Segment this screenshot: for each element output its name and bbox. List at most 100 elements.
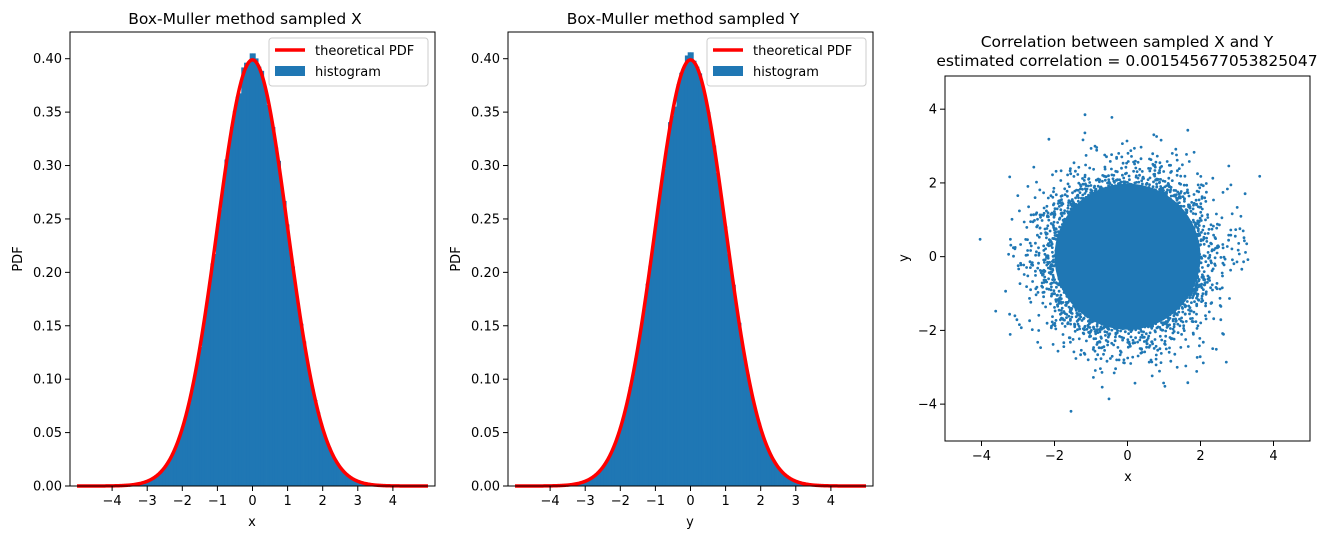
histogram-panel-y: Box-Muller method sampled Y −4 −3 −2 −1 0 1 2 3… <box>449 10 874 530</box>
histogram-bar <box>794 481 798 486</box>
histogram-bar <box>171 454 175 486</box>
scatter-point <box>1236 248 1240 252</box>
scatter-point <box>1077 337 1081 341</box>
scatter-point <box>1066 204 1070 207</box>
scatter-point <box>1203 232 1207 236</box>
scatter-point <box>1221 243 1225 246</box>
scatter-point <box>1207 227 1211 231</box>
x-tick-label: 0 <box>686 494 694 509</box>
scatter-point <box>1060 322 1064 325</box>
scatter-point <box>1052 281 1056 284</box>
histogram-bar <box>201 326 206 486</box>
scatter-point <box>1191 212 1195 215</box>
histogram-bars <box>550 52 832 487</box>
scatter-point <box>1181 195 1185 199</box>
histogram-bar <box>625 399 630 486</box>
scatter-point <box>1214 237 1217 241</box>
scatter-point <box>1159 178 1162 181</box>
histogram-bar <box>595 473 599 486</box>
scatter-point <box>1182 329 1186 332</box>
scatter-point <box>1209 241 1213 245</box>
histogram-bar <box>252 53 256 486</box>
y-tick-label: 0.40 <box>471 52 500 67</box>
scatter-point <box>1175 365 1179 369</box>
scatter-point <box>1204 218 1207 222</box>
scatter-point <box>1068 185 1071 189</box>
histogram-bar <box>235 96 239 487</box>
scatter-point <box>1050 285 1053 289</box>
histogram-bar <box>289 252 293 486</box>
x-tick-label: −4 <box>103 494 122 509</box>
histogram-bar <box>221 189 225 486</box>
scatter-point <box>1103 349 1106 352</box>
scatter-point <box>1133 381 1137 385</box>
scatter-point <box>1117 358 1121 362</box>
scatter-point <box>1121 142 1124 146</box>
scatter-point <box>1111 177 1115 181</box>
histogram-bar <box>642 309 646 486</box>
histogram-bar <box>291 266 296 486</box>
scatter-point <box>1203 196 1207 200</box>
x-tick-label: 4 <box>827 494 835 509</box>
x-tick-label: −2 <box>611 494 630 509</box>
scatter-point <box>1221 246 1225 250</box>
x-tick-label: −1 <box>646 494 665 509</box>
histogram-bar <box>199 346 203 486</box>
histogram-bar <box>347 476 352 486</box>
scatter-point <box>1160 165 1163 168</box>
histogram-bar <box>204 309 208 486</box>
scatter-point <box>1184 364 1188 368</box>
scatter-point <box>1172 325 1176 329</box>
scatter-point <box>1081 187 1084 191</box>
scatter-point <box>1080 196 1083 200</box>
scatter-point <box>1104 334 1107 337</box>
histogram-bar <box>241 67 245 486</box>
scatter-point <box>1065 189 1069 193</box>
scatter-point <box>1105 330 1109 334</box>
scatter-point <box>1127 332 1130 335</box>
scatter-point <box>1134 159 1137 163</box>
histogram-bar <box>143 482 147 486</box>
scatter-point <box>1089 329 1093 332</box>
histogram-bar <box>325 441 329 486</box>
histogram-bar <box>193 372 197 486</box>
scatter-point <box>1148 176 1152 180</box>
scatter-point <box>1009 237 1012 241</box>
histogram-bar <box>774 464 778 486</box>
scatter-point <box>1196 172 1199 176</box>
scatter-point <box>1004 289 1007 293</box>
scatter-point <box>1036 266 1040 270</box>
scatter-point <box>1148 169 1152 173</box>
scatter-point <box>1047 271 1051 274</box>
x-axis-ticks: −4 −3 −2 −1 0 1 2 3 4 <box>103 486 397 509</box>
scatter-point <box>1151 342 1154 346</box>
scatter-point <box>1043 275 1047 279</box>
x-tick-label: 4 <box>389 494 397 509</box>
histogram-bar <box>581 482 585 486</box>
scatter-point <box>1192 203 1195 207</box>
histogram-bar <box>592 476 596 486</box>
scatter-point <box>1152 133 1156 137</box>
scatter-point <box>1158 369 1161 373</box>
y-tick-label: 0.00 <box>471 480 500 495</box>
scatter-point <box>1158 187 1162 191</box>
scatter-point <box>1042 206 1046 210</box>
histogram-bar <box>317 412 321 486</box>
histogram-bar <box>244 62 248 486</box>
scatter-point <box>1076 318 1080 322</box>
scatter-point <box>1219 305 1223 308</box>
histogram-bar <box>230 127 234 487</box>
histogram-bar <box>255 58 259 487</box>
y-tick-label: 0.25 <box>471 212 500 227</box>
scatter-point <box>1013 246 1017 249</box>
scatter-point <box>1054 319 1058 322</box>
scatter-point <box>1131 355 1135 359</box>
legend-label: histogram <box>315 65 381 80</box>
scatter-point <box>1163 384 1167 388</box>
y-axis-label: PDF <box>449 246 464 271</box>
scatter-point <box>1148 331 1152 335</box>
scatter-point <box>1099 335 1103 339</box>
scatter-point <box>1092 167 1095 171</box>
histogram-bar <box>218 209 223 486</box>
scatter-point <box>1219 256 1223 259</box>
